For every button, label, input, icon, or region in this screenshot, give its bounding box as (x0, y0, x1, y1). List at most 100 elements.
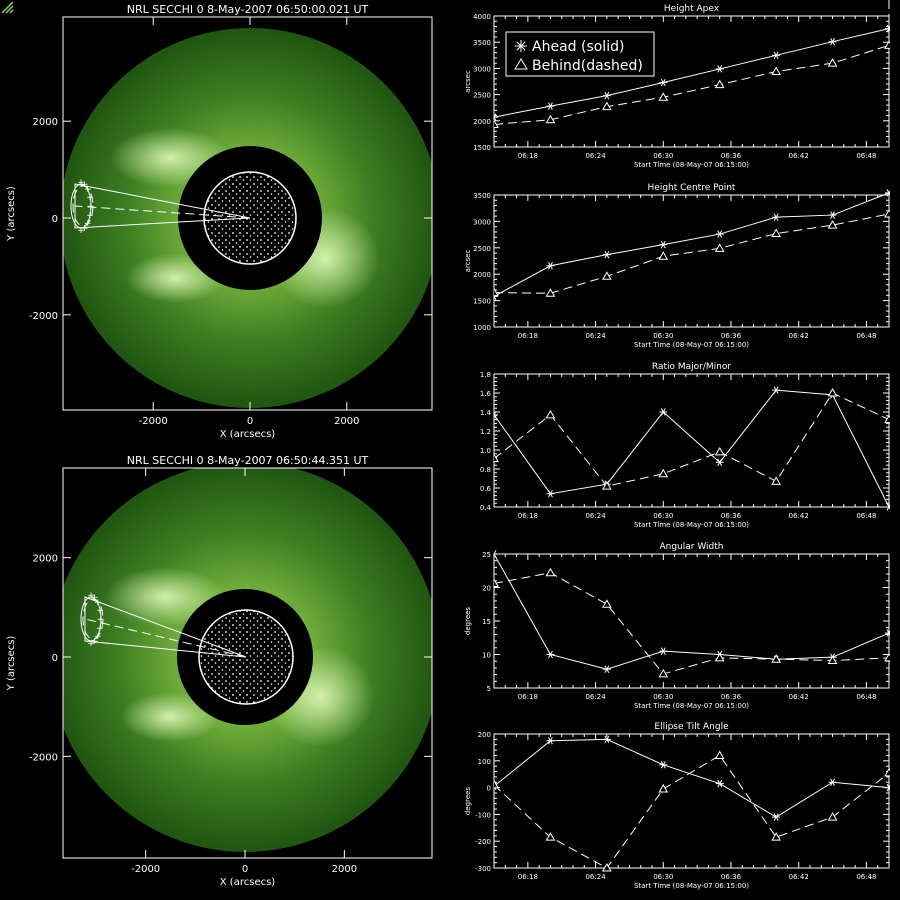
data-point-ahead (546, 650, 555, 659)
data-point-behind (884, 40, 890, 49)
data-point-ahead (602, 91, 611, 100)
y-axis-label: Y (arcsecs) (6, 186, 17, 242)
y-tick-label: 0.6 (480, 485, 492, 493)
series-line-ahead (494, 738, 890, 818)
front-point-marker: + (87, 202, 95, 212)
series-line-behind (494, 392, 890, 487)
y-tick-label: -100 (475, 811, 491, 819)
y-tick-label: 1500 (473, 298, 491, 306)
front-point-marker: + (87, 591, 95, 601)
front-point-marker: + (86, 193, 94, 203)
data-point-behind (771, 228, 782, 238)
x-tick-label: 06:36 (721, 693, 742, 701)
x-tick-label: 06:48 (856, 693, 876, 701)
series-line-ahead (494, 553, 890, 670)
data-point-ahead (772, 213, 781, 221)
y-tick-label: 1.4 (480, 409, 492, 417)
coronagraph-image-1: +++++++++NRL SECCHI 0 8-May-2007 06:50:0… (6, 3, 433, 440)
image-frame (62, 467, 433, 859)
x-tick-label: 06:18 (518, 152, 538, 160)
data-point-ahead (772, 51, 781, 60)
image-frame (62, 16, 433, 411)
x-axis-label: X (arcsecs) (220, 429, 276, 440)
chart-title: Height Apex (664, 4, 720, 14)
y-tick-label: 1.8 (480, 371, 491, 379)
front-point-marker: + (96, 606, 104, 616)
cme-ellipse-behind (72, 185, 94, 227)
data-point-ahead (715, 65, 724, 73)
legend-triangle-icon (514, 58, 528, 70)
front-point-marker: + (77, 178, 85, 188)
x-tick-label: 06:48 (856, 152, 876, 160)
data-point-behind (658, 468, 669, 478)
series-line-behind (494, 572, 890, 675)
data-point-ahead (772, 813, 781, 821)
legend-behind-label: Behind(dashed) (532, 58, 643, 74)
chart-2: Height Centre Point 06:18 06:24 06:30 06:36 0… (464, 183, 890, 349)
data-point-ahead (602, 735, 611, 744)
series-line-behind (494, 213, 890, 294)
x-tick-label: 06:30 (653, 693, 673, 701)
cme-ellipse (70, 183, 92, 229)
x-tick-label: 0 (247, 416, 253, 427)
data-point-behind (658, 251, 669, 260)
data-point-behind (601, 271, 612, 280)
y-tick-label: 3000 (473, 65, 491, 73)
data-point-behind (658, 668, 669, 678)
legend-star-icon (515, 40, 527, 52)
data-point-ahead (715, 230, 724, 238)
image-title: NRL SECCHI 0 8-May-2007 06:50:00.021 UT (127, 3, 369, 16)
x-tick-label: 06:30 (653, 512, 673, 520)
plot-frame (493, 194, 890, 328)
y-tick-label: 3000 (473, 218, 491, 226)
x-tick-label: 06:24 (585, 332, 606, 340)
front-point-marker: + (81, 180, 89, 190)
data-point-behind (545, 832, 556, 841)
data-point-ahead (885, 503, 890, 511)
front-point-marker: + (84, 185, 92, 195)
resize-grip-icon[interactable] (0, 0, 14, 14)
plot-frame (493, 373, 890, 508)
data-point-behind (827, 655, 838, 665)
y-tick-label: -300 (475, 865, 491, 873)
series-line-ahead (494, 192, 890, 297)
legend-ahead-label: Ahead (solid) (532, 39, 624, 55)
data-point-behind (601, 862, 612, 872)
series-line-ahead (494, 389, 890, 508)
data-point-behind (714, 750, 725, 759)
x-tick-label: 06:42 (789, 152, 809, 160)
data-point-behind (827, 220, 838, 229)
y-tick-label: 100 (478, 758, 491, 766)
x-axis-label: Start Time (08-May-07 06:15:00) (634, 341, 749, 349)
y-tick-label: 0 (52, 214, 58, 225)
data-point-behind (545, 114, 556, 124)
data-point-ahead (546, 102, 555, 110)
data-point-behind (771, 832, 782, 841)
data-point-ahead (546, 736, 555, 745)
data-point-ahead (494, 411, 498, 419)
front-point-marker: + (81, 224, 89, 234)
x-tick-label: 06:30 (653, 873, 673, 881)
chart-3: Ratio Major/Minor 06:18 06:24 06:30 06:36 06:… (480, 362, 890, 529)
streamer-glow (120, 692, 220, 742)
y-tick-label: 2000 (473, 271, 491, 279)
chart-4: Angular Width 06:18 06:24 06:30 06:36 06:42 06… (464, 542, 890, 710)
cme-cone (84, 596, 247, 658)
x-tick-label: 06:42 (789, 332, 809, 340)
y-tick-label: 1.6 (480, 390, 492, 398)
y-tick-label: 2500 (473, 245, 491, 253)
chart-5: Ellipse Tilt Angle 06:18 06:24 06:30 06:36 06… (464, 722, 890, 890)
data-point-ahead (659, 78, 668, 87)
front-point-marker: + (97, 615, 105, 625)
cme-axis (74, 205, 251, 219)
y-tick-label: 1500 (473, 144, 491, 152)
y-tick-label: 5 (487, 685, 491, 693)
x-tick-label: -2000 (139, 416, 168, 427)
x-tick-label: 06:18 (518, 693, 538, 701)
data-point-behind (494, 119, 499, 128)
x-tick-label: 06:30 (653, 152, 673, 160)
data-point-behind (771, 654, 782, 663)
y-tick-label: 4000 (473, 13, 491, 21)
x-tick-label: 06:30 (653, 332, 673, 340)
